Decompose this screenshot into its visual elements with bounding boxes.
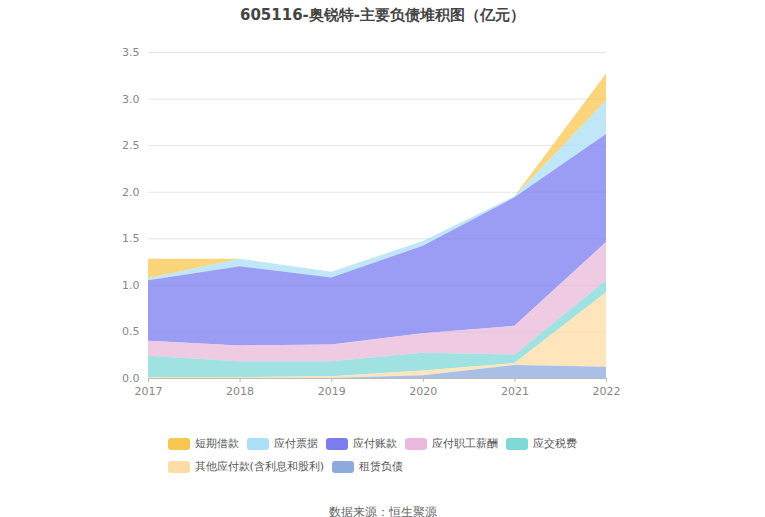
html-text:应付职工薪酬: 应付职工薪酬 (431, 437, 498, 450)
svg-text:3.5: 3.5 (122, 46, 140, 59)
html-text:应交税费: 应交税费 (532, 437, 577, 450)
html-text:应付票据: 应付票据 (273, 437, 318, 450)
svg-text:1.0: 1.0 (122, 279, 140, 292)
svg-text:3.0: 3.0 (122, 93, 140, 106)
svg-text:0.0: 0.0 (122, 372, 140, 385)
html-text:应付账款: 应付账款 (352, 437, 397, 450)
svg-text:2021: 2021 (501, 385, 529, 398)
svg-text:2.5: 2.5 (122, 139, 140, 152)
html-text:其他应付款(含利息和股利): 其他应付款(含利息和股利) (194, 460, 325, 473)
html-text:605116-奥锐特-主要负债堆积图（亿元）: 605116-奥锐特-主要负债堆积图（亿元） (240, 6, 525, 24)
svg-text:1.5: 1.5 (122, 232, 140, 245)
svg-text:2022: 2022 (593, 385, 621, 398)
svg-text:2017: 2017 (135, 385, 163, 398)
html-text:短期借款: 短期借款 (194, 437, 239, 450)
svg-text:2020: 2020 (409, 385, 437, 398)
html-text:租赁负债: 租赁负债 (359, 460, 404, 473)
svg-text:0.5: 0.5 (122, 325, 140, 338)
svg-text:2019: 2019 (318, 385, 346, 398)
svg-text:2.0: 2.0 (122, 186, 140, 199)
svg-text:2018: 2018 (226, 385, 254, 398)
